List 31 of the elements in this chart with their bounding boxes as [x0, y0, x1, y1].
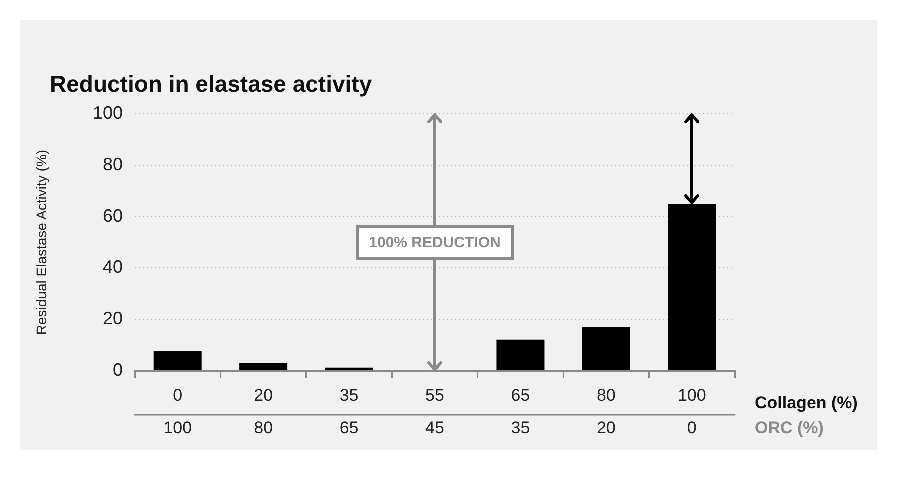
- ref-line-label: 100% REDUCTION: [356, 225, 514, 260]
- text: 35: [511, 418, 530, 438]
- x-tick-label: 20: [254, 386, 274, 405]
- y-tick-label: 40: [102, 257, 123, 278]
- bar: [325, 368, 374, 370]
- text: 100: [164, 418, 192, 438]
- bar: [154, 350, 202, 370]
- y-tick-label: 60: [102, 206, 123, 226]
- y-tick-label: 20: [102, 308, 123, 329]
- x-tick-label: 55: [426, 386, 444, 405]
- y-tick-label: 0: [112, 360, 123, 380]
- bar: [582, 327, 630, 370]
- y-tick-label: 80: [102, 154, 123, 174]
- y-tick-label: 100: [92, 102, 123, 123]
- text: 0: [687, 418, 697, 438]
- text: 20: [596, 418, 616, 438]
- x-tick-label: 65: [511, 386, 530, 405]
- x-tick-label: 35: [340, 386, 359, 405]
- text: 45: [426, 418, 444, 438]
- text: ORC (%): [755, 418, 824, 438]
- x-tick-label: 100: [678, 386, 706, 405]
- bar: [240, 363, 288, 370]
- x-tick-label: 80: [596, 386, 616, 405]
- chart-title: Reduction in elastase activity: [50, 71, 372, 97]
- x-tick-label: 0: [173, 386, 183, 405]
- bar: [496, 340, 545, 370]
- bar: [668, 204, 716, 370]
- x-axis-title: Collagen (%): [755, 394, 858, 413]
- text: 80: [254, 418, 274, 438]
- y-axis-title: Residual Elastase Activity (%): [33, 150, 50, 336]
- text: 65: [340, 418, 359, 438]
